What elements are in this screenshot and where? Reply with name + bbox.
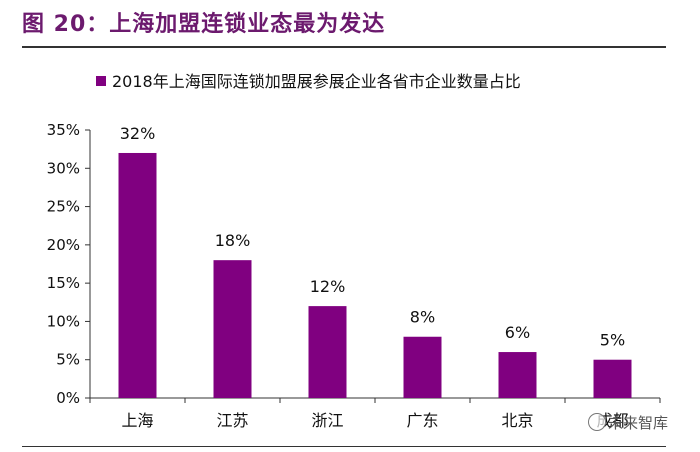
legend-swatch: [96, 76, 106, 86]
y-tick-label: 5%: [56, 351, 80, 369]
data-label: 6%: [505, 323, 530, 342]
bottom-divider: [22, 446, 666, 447]
bar: [593, 359, 632, 398]
bar: [308, 306, 347, 398]
y-tick-label: 25%: [47, 198, 80, 216]
x-tick-label: 北京: [501, 411, 533, 430]
x-tick-label: 上海: [121, 411, 153, 430]
legend-label: 2018年上海国际连锁加盟展参展企业各省市企业数量占比: [112, 72, 521, 91]
y-tick-label: 10%: [47, 312, 80, 330]
watermark: 未来智库: [588, 412, 668, 433]
bars: [118, 152, 632, 398]
x-tick-label: 浙江: [311, 411, 343, 430]
x-tick-label: 广东: [406, 411, 438, 430]
data-label: 18%: [215, 231, 251, 250]
y-tick-label: 15%: [47, 274, 80, 292]
axes: 0% 5% 10% 15% 20% 25% 30% 35%: [47, 121, 661, 407]
bar: [403, 336, 442, 398]
wechat-icon: [588, 413, 606, 431]
y-tick-label: 30%: [47, 159, 80, 177]
legend: 2018年上海国际连锁加盟展参展企业各省市企业数量占比: [96, 72, 521, 91]
data-label: 8%: [410, 308, 435, 327]
data-label: 32%: [120, 124, 156, 143]
y-tick-label: 0%: [56, 389, 80, 407]
data-label: 12%: [310, 277, 346, 296]
data-label: 5%: [600, 331, 625, 350]
watermark-text: 未来智库: [608, 414, 669, 432]
y-tick-label: 35%: [47, 121, 80, 139]
y-tick-label: 20%: [47, 236, 80, 254]
x-tick-label: 江苏: [216, 411, 248, 430]
bar: [213, 260, 252, 398]
bar: [118, 152, 157, 398]
bar: [498, 352, 537, 398]
title-divider: [22, 46, 666, 48]
figure-title: 图 20：上海加盟连锁业态最为发达: [22, 12, 386, 37]
